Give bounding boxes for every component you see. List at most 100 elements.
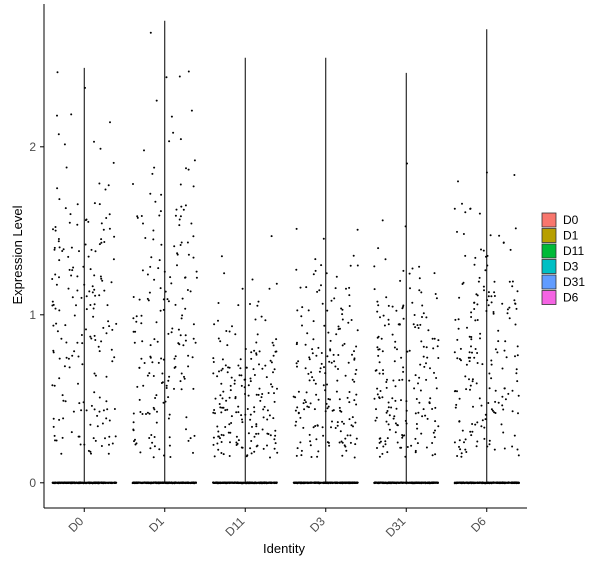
data-point — [276, 451, 279, 454]
data-point — [458, 439, 461, 442]
data-point — [464, 375, 467, 378]
data-point — [300, 454, 303, 457]
data-point — [462, 233, 465, 235]
data-point — [341, 441, 344, 444]
data-point — [509, 248, 512, 251]
data-point — [269, 434, 272, 437]
data-point — [63, 365, 66, 368]
data-point — [435, 387, 438, 390]
legend-label-D11: D11 — [563, 244, 584, 258]
data-point — [87, 220, 90, 223]
data-point — [228, 396, 231, 399]
data-point — [165, 76, 168, 79]
data-point — [187, 365, 190, 368]
data-point — [93, 334, 96, 337]
data-point — [150, 434, 153, 436]
data-point — [354, 373, 357, 375]
data-point — [406, 350, 409, 353]
data-point — [351, 353, 353, 356]
data-point — [264, 319, 267, 322]
data-point — [155, 99, 158, 102]
data-point — [79, 443, 82, 446]
data-point — [152, 229, 155, 232]
data-point — [423, 365, 426, 368]
data-point — [488, 439, 491, 442]
data-point — [419, 389, 422, 392]
data-point — [186, 289, 189, 291]
data-point — [113, 356, 116, 359]
data-point — [101, 422, 104, 425]
data-point — [467, 356, 470, 359]
data-point — [247, 384, 250, 387]
data-point — [391, 305, 394, 308]
data-point — [373, 288, 376, 291]
data-point — [76, 275, 79, 278]
data-point — [222, 453, 225, 456]
data-point — [476, 440, 479, 443]
data-point — [178, 218, 181, 221]
data-point — [216, 425, 219, 428]
data-point — [393, 415, 396, 418]
data-point — [396, 424, 399, 427]
data-point — [167, 300, 170, 303]
data-point — [64, 324, 67, 327]
data-point — [71, 296, 74, 299]
data-point — [294, 409, 297, 412]
data-point — [180, 317, 183, 320]
data-point — [349, 434, 352, 437]
data-point — [253, 435, 256, 438]
data-point — [432, 347, 435, 350]
data-point — [296, 406, 299, 409]
data-point — [93, 391, 96, 394]
data-point — [274, 442, 277, 445]
data-point — [180, 241, 183, 244]
data-point — [233, 379, 236, 382]
data-point — [356, 228, 359, 231]
data-point — [482, 249, 485, 252]
data-point — [391, 397, 394, 400]
data-point — [376, 336, 379, 339]
data-point — [433, 272, 436, 275]
data-point — [53, 434, 56, 437]
data-point — [480, 425, 483, 428]
data-point — [217, 435, 220, 438]
data-point — [180, 388, 183, 391]
data-point — [496, 351, 499, 354]
data-point — [479, 337, 481, 340]
data-point — [458, 445, 460, 448]
data-point — [94, 439, 97, 442]
data-point — [183, 375, 185, 378]
data-point — [141, 269, 144, 272]
data-point — [299, 416, 302, 419]
data-point — [227, 366, 230, 369]
legend-swatch-D3 — [541, 259, 557, 274]
data-point — [237, 411, 240, 414]
data-point — [228, 366, 231, 369]
data-point — [143, 362, 146, 364]
data-point — [414, 412, 417, 415]
data-point — [434, 406, 437, 409]
data-point — [179, 215, 182, 218]
data-point — [152, 375, 155, 377]
data-point — [250, 357, 253, 360]
data-point — [275, 282, 278, 285]
data-point — [312, 320, 315, 323]
data-point — [301, 324, 303, 327]
data-point — [60, 337, 63, 340]
data-point — [314, 425, 317, 427]
data-point — [249, 418, 252, 421]
data-point — [178, 224, 181, 227]
data-point — [241, 287, 244, 290]
data-point — [476, 352, 479, 354]
data-point — [108, 227, 111, 230]
data-point — [402, 366, 405, 369]
data-point — [258, 350, 261, 353]
data-point — [500, 423, 503, 426]
data-point — [490, 359, 493, 362]
data-point — [85, 218, 88, 221]
data-point — [494, 400, 497, 403]
data-point — [216, 375, 219, 378]
data-point — [255, 432, 258, 435]
data-point — [297, 412, 300, 415]
data-point — [355, 437, 358, 440]
